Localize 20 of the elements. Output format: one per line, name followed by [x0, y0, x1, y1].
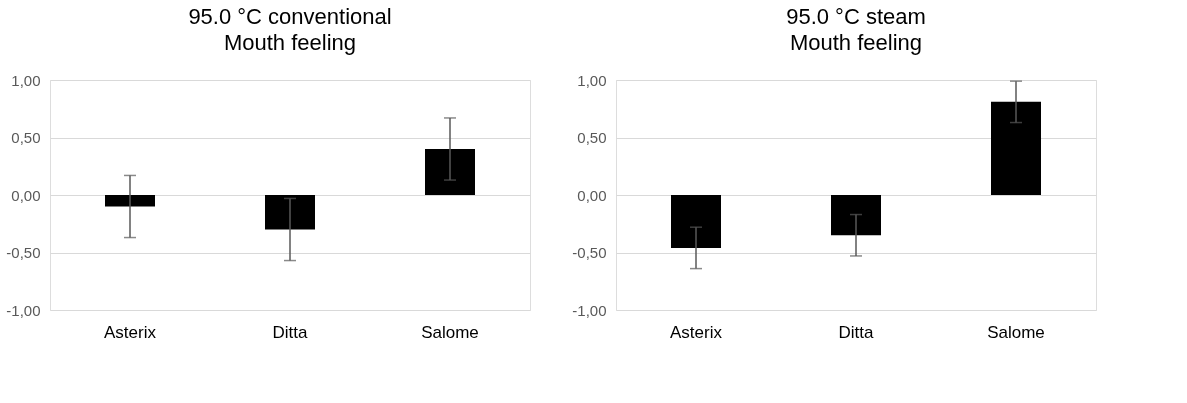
y-tick-label: -0,50 — [6, 244, 41, 261]
x-tick-label: Asterix — [104, 322, 157, 342]
y-tick-label: 1,00 — [11, 71, 41, 89]
y-tick-label: 0,00 — [577, 186, 607, 204]
y-tick-label: 0,50 — [577, 129, 607, 146]
x-tick-label: Ditta — [838, 322, 875, 342]
chart-subtitle: Mouth feeling — [223, 30, 357, 55]
y-tick-label: 0,50 — [11, 129, 41, 146]
y-tick-label: -1,00 — [6, 301, 41, 319]
x-tick-label: Ditta — [272, 322, 309, 342]
chart-title: 95.0 °C conventional — [188, 4, 392, 29]
y-tick-label: 1,00 — [577, 71, 607, 89]
x-tick-label: Asterix — [670, 322, 723, 342]
x-tick-label: Salome — [987, 322, 1045, 342]
chart-title: 95.0 °C steam — [786, 4, 926, 29]
y-tick-label: -0,50 — [572, 244, 607, 261]
x-tick-label: Salome — [421, 322, 479, 342]
y-tick-label: 0,00 — [11, 186, 41, 204]
y-tick-label: -1,00 — [572, 301, 607, 319]
chart-subtitle: Mouth feeling — [789, 30, 923, 55]
